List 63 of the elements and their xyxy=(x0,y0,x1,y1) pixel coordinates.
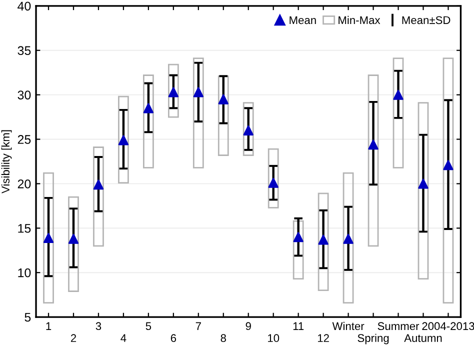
y-tick-label: 40 xyxy=(18,2,31,11)
y-tick-label: 20 xyxy=(18,179,31,188)
x-tick-label: 11 xyxy=(293,322,304,330)
point xyxy=(343,234,354,244)
bar xyxy=(93,146,104,247)
point xyxy=(43,232,54,244)
bar xyxy=(192,58,204,168)
x-tick-label: Autumn xyxy=(404,334,442,342)
x-tick-label: Winter xyxy=(332,322,364,330)
point xyxy=(418,178,428,189)
y-tick-label: 35 xyxy=(18,46,31,56)
bar xyxy=(392,58,404,168)
point xyxy=(393,90,404,100)
x-tick-label: Spring xyxy=(358,334,389,344)
x-tick-label: 9 xyxy=(246,322,251,330)
y-tick-label: 15 xyxy=(18,224,31,233)
point xyxy=(93,179,104,190)
x-tick-label: 7 xyxy=(196,322,201,330)
point xyxy=(143,103,154,114)
y-tick-label: 25 xyxy=(18,135,31,144)
point xyxy=(193,87,204,98)
bar xyxy=(68,196,79,292)
x-tick-label: 8 xyxy=(220,334,226,342)
bar xyxy=(342,172,354,304)
x-tick-label: 2 xyxy=(70,334,76,342)
bar xyxy=(43,172,54,304)
x-tick-label: 5 xyxy=(146,322,152,330)
annotation: Mean±SD xyxy=(402,16,450,24)
y-axis-title: Visibility [km] xyxy=(1,130,12,194)
bar xyxy=(418,102,429,280)
legend-label: Min-Max xyxy=(338,16,380,24)
x-tick-label: 2004-2013 xyxy=(422,322,474,330)
x-tick-label: 10 xyxy=(268,334,280,342)
point xyxy=(218,94,228,104)
bar xyxy=(368,74,379,247)
point xyxy=(243,125,254,136)
y-tick-label: 30 xyxy=(18,90,31,100)
x-tick-label: 6 xyxy=(170,334,176,342)
bar xyxy=(218,75,229,156)
bar xyxy=(143,74,154,168)
bar xyxy=(318,192,329,292)
x-tick-label: 3 xyxy=(96,322,102,330)
bar xyxy=(168,64,179,118)
legend-label: Mean xyxy=(290,16,316,24)
point xyxy=(118,135,129,146)
x-tick-label: 1 xyxy=(46,322,52,330)
bar xyxy=(292,220,304,280)
bar xyxy=(442,58,454,304)
bar xyxy=(268,148,279,208)
y-tick-label: 5 xyxy=(24,312,31,322)
point xyxy=(293,232,304,242)
bar xyxy=(242,102,254,156)
point xyxy=(168,87,179,98)
point xyxy=(268,178,278,188)
x-tick-label: 4 xyxy=(120,334,126,342)
x-tick-label: 12 xyxy=(318,334,329,342)
point xyxy=(443,160,454,170)
point xyxy=(368,139,378,150)
y-tick-label: 10 xyxy=(18,268,31,278)
x-tick-label: Summer xyxy=(378,322,420,330)
point xyxy=(68,234,79,244)
bar xyxy=(118,96,129,184)
point xyxy=(318,234,328,245)
